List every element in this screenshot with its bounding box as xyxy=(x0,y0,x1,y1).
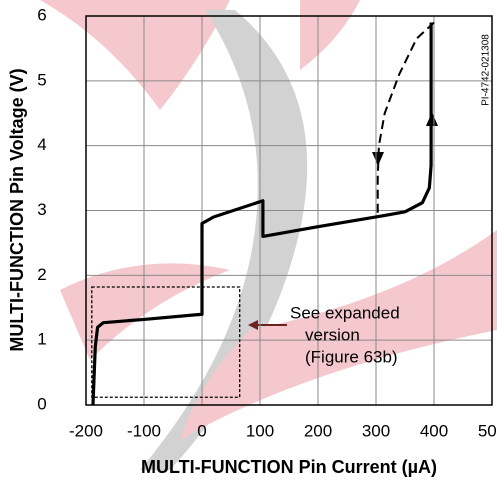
y-tick-label: 2 xyxy=(37,265,46,284)
annotation-arrowhead xyxy=(248,320,258,330)
watermark-shape xyxy=(300,0,360,70)
y-axis-title: MULTI-FUNCTION Pin Voltage (V) xyxy=(7,68,27,351)
annotation-text: version xyxy=(305,325,360,344)
y-tick-label: 0 xyxy=(37,394,46,413)
annotation-text: (Figure 63b) xyxy=(305,347,398,366)
curve xyxy=(91,22,433,406)
y-tick-label: 1 xyxy=(37,330,46,349)
watermark-shape xyxy=(180,230,497,440)
x-tick-label: -100 xyxy=(127,421,161,440)
x-tick-label: -200 xyxy=(69,421,103,440)
annotation-text: See expanded xyxy=(290,303,400,322)
curve xyxy=(376,21,435,217)
watermark-shape xyxy=(140,10,308,470)
figure-id: PI-4742-021308 xyxy=(481,34,492,106)
expanded-region xyxy=(91,286,241,398)
y-tick-label: 4 xyxy=(37,135,46,154)
x-tick-label: 0 xyxy=(197,421,206,440)
y-tick-label: 5 xyxy=(37,70,46,89)
x-tick-label: 300 xyxy=(362,421,390,440)
y-tick-label: 6 xyxy=(37,5,46,24)
y-tick-label: 3 xyxy=(37,200,46,219)
x-tick-label: 200 xyxy=(304,421,332,440)
plot-frame xyxy=(85,15,493,406)
x-tick-label: 400 xyxy=(420,421,448,440)
watermark-shape xyxy=(40,0,230,110)
x-tick-label: 500 xyxy=(478,421,497,440)
arrowhead xyxy=(372,152,384,166)
x-tick-label: 100 xyxy=(246,421,274,440)
x-axis-title: MULTI-FUNCTION Pin Current (µA) xyxy=(141,457,437,477)
